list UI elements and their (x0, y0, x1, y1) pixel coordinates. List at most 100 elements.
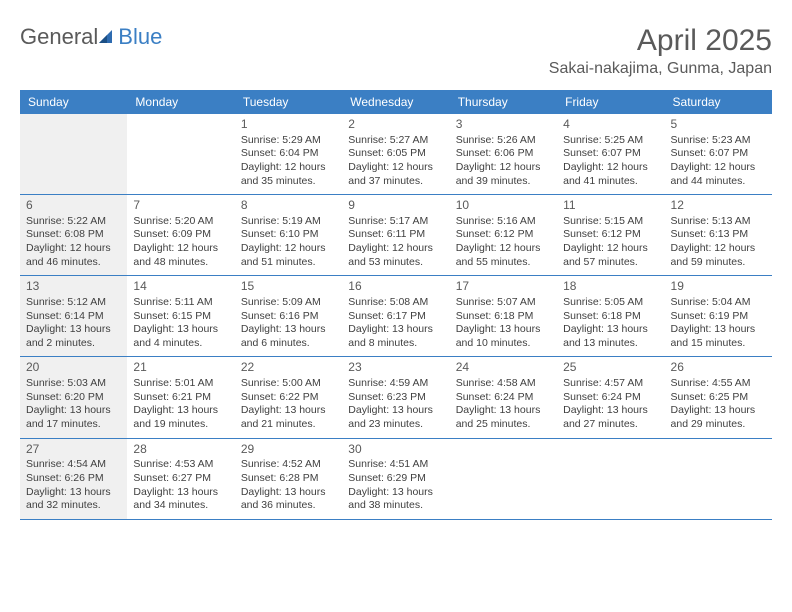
sunrise-text: Sunrise: 5:01 AM (133, 377, 228, 391)
logo: General Blue (20, 24, 162, 50)
sunrise-text: Sunrise: 5:15 AM (563, 215, 658, 229)
sunrise-text: Sunrise: 5:03 AM (26, 377, 121, 391)
sunset-text: Sunset: 6:24 PM (456, 391, 551, 405)
daylight-text: Daylight: 12 hours and 37 minutes. (348, 161, 443, 188)
daylight-text: Daylight: 13 hours and 8 minutes. (348, 323, 443, 350)
sunrise-text: Sunrise: 5:08 AM (348, 296, 443, 310)
day-number: 3 (456, 117, 551, 133)
sunset-text: Sunset: 6:14 PM (26, 310, 121, 324)
day-number: 9 (348, 198, 443, 214)
day-number: 11 (563, 198, 658, 214)
sunrise-text: Sunrise: 5:04 AM (671, 296, 766, 310)
daylight-text: Daylight: 13 hours and 27 minutes. (563, 404, 658, 431)
calendar-cell: 12Sunrise: 5:13 AMSunset: 6:13 PMDayligh… (665, 195, 772, 275)
daylight-text: Daylight: 13 hours and 19 minutes. (133, 404, 228, 431)
sunset-text: Sunset: 6:07 PM (671, 147, 766, 161)
day-header: Saturday (665, 90, 772, 114)
calendar-cell (665, 439, 772, 519)
daylight-text: Daylight: 12 hours and 35 minutes. (241, 161, 336, 188)
daylight-text: Daylight: 12 hours and 53 minutes. (348, 242, 443, 269)
day-header: Monday (127, 90, 234, 114)
sunrise-text: Sunrise: 4:53 AM (133, 458, 228, 472)
calendar-cell: 3Sunrise: 5:26 AMSunset: 6:06 PMDaylight… (450, 114, 557, 194)
calendar-cell: 9Sunrise: 5:17 AMSunset: 6:11 PMDaylight… (342, 195, 449, 275)
daylight-text: Daylight: 12 hours and 44 minutes. (671, 161, 766, 188)
day-number: 10 (456, 198, 551, 214)
day-number: 6 (26, 198, 121, 214)
day-number: 7 (133, 198, 228, 214)
sunset-text: Sunset: 6:04 PM (241, 147, 336, 161)
sunset-text: Sunset: 6:27 PM (133, 472, 228, 486)
daylight-text: Daylight: 13 hours and 34 minutes. (133, 486, 228, 513)
day-number: 21 (133, 360, 228, 376)
sunrise-text: Sunrise: 5:20 AM (133, 215, 228, 229)
day-header: Friday (557, 90, 664, 114)
calendar-cell (557, 439, 664, 519)
sunrise-text: Sunrise: 4:52 AM (241, 458, 336, 472)
day-number: 15 (241, 279, 336, 295)
calendar-cell: 10Sunrise: 5:16 AMSunset: 6:12 PMDayligh… (450, 195, 557, 275)
sunrise-text: Sunrise: 4:55 AM (671, 377, 766, 391)
sunset-text: Sunset: 6:15 PM (133, 310, 228, 324)
week-row: 20Sunrise: 5:03 AMSunset: 6:20 PMDayligh… (20, 357, 772, 438)
calendar-cell (127, 114, 234, 194)
daylight-text: Daylight: 12 hours and 46 minutes. (26, 242, 121, 269)
sunrise-text: Sunrise: 5:27 AM (348, 134, 443, 148)
sunset-text: Sunset: 6:05 PM (348, 147, 443, 161)
day-header-row: Sunday Monday Tuesday Wednesday Thursday… (20, 90, 772, 114)
sunrise-text: Sunrise: 5:17 AM (348, 215, 443, 229)
calendar-cell: 29Sunrise: 4:52 AMSunset: 6:28 PMDayligh… (235, 439, 342, 519)
day-number: 25 (563, 360, 658, 376)
day-number: 19 (671, 279, 766, 295)
sunrise-text: Sunrise: 5:13 AM (671, 215, 766, 229)
daylight-text: Daylight: 13 hours and 10 minutes. (456, 323, 551, 350)
calendar-cell: 23Sunrise: 4:59 AMSunset: 6:23 PMDayligh… (342, 357, 449, 437)
sunset-text: Sunset: 6:19 PM (671, 310, 766, 324)
sunset-text: Sunset: 6:24 PM (563, 391, 658, 405)
day-header: Sunday (20, 90, 127, 114)
day-number: 12 (671, 198, 766, 214)
calendar-cell: 25Sunrise: 4:57 AMSunset: 6:24 PMDayligh… (557, 357, 664, 437)
sunrise-text: Sunrise: 5:29 AM (241, 134, 336, 148)
sunset-text: Sunset: 6:18 PM (563, 310, 658, 324)
calendar-cell: 27Sunrise: 4:54 AMSunset: 6:26 PMDayligh… (20, 439, 127, 519)
daylight-text: Daylight: 13 hours and 17 minutes. (26, 404, 121, 431)
sunset-text: Sunset: 6:18 PM (456, 310, 551, 324)
daylight-text: Daylight: 12 hours and 48 minutes. (133, 242, 228, 269)
sunrise-text: Sunrise: 4:54 AM (26, 458, 121, 472)
daylight-text: Daylight: 13 hours and 4 minutes. (133, 323, 228, 350)
week-row: 6Sunrise: 5:22 AMSunset: 6:08 PMDaylight… (20, 195, 772, 276)
day-number: 2 (348, 117, 443, 133)
sunset-text: Sunset: 6:21 PM (133, 391, 228, 405)
logo-text-general: General (20, 24, 98, 50)
day-number: 8 (241, 198, 336, 214)
daylight-text: Daylight: 13 hours and 6 minutes. (241, 323, 336, 350)
calendar-cell (20, 114, 127, 194)
day-header: Thursday (450, 90, 557, 114)
calendar: Sunday Monday Tuesday Wednesday Thursday… (20, 90, 772, 520)
sunrise-text: Sunrise: 5:00 AM (241, 377, 336, 391)
week-row: 13Sunrise: 5:12 AMSunset: 6:14 PMDayligh… (20, 276, 772, 357)
daylight-text: Daylight: 13 hours and 32 minutes. (26, 486, 121, 513)
sunrise-text: Sunrise: 5:25 AM (563, 134, 658, 148)
day-number: 14 (133, 279, 228, 295)
day-number: 26 (671, 360, 766, 376)
sunrise-text: Sunrise: 4:58 AM (456, 377, 551, 391)
calendar-cell: 21Sunrise: 5:01 AMSunset: 6:21 PMDayligh… (127, 357, 234, 437)
sunrise-text: Sunrise: 5:26 AM (456, 134, 551, 148)
sunset-text: Sunset: 6:26 PM (26, 472, 121, 486)
day-number: 16 (348, 279, 443, 295)
calendar-cell: 17Sunrise: 5:07 AMSunset: 6:18 PMDayligh… (450, 276, 557, 356)
day-number: 27 (26, 442, 121, 458)
calendar-cell: 30Sunrise: 4:51 AMSunset: 6:29 PMDayligh… (342, 439, 449, 519)
sunrise-text: Sunrise: 4:57 AM (563, 377, 658, 391)
sunrise-text: Sunrise: 5:22 AM (26, 215, 121, 229)
sunrise-text: Sunrise: 5:19 AM (241, 215, 336, 229)
calendar-cell: 19Sunrise: 5:04 AMSunset: 6:19 PMDayligh… (665, 276, 772, 356)
sunrise-text: Sunrise: 5:05 AM (563, 296, 658, 310)
weeks-container: 1Sunrise: 5:29 AMSunset: 6:04 PMDaylight… (20, 114, 772, 520)
calendar-cell: 18Sunrise: 5:05 AMSunset: 6:18 PMDayligh… (557, 276, 664, 356)
sunset-text: Sunset: 6:10 PM (241, 228, 336, 242)
sunset-text: Sunset: 6:23 PM (348, 391, 443, 405)
sunset-text: Sunset: 6:22 PM (241, 391, 336, 405)
